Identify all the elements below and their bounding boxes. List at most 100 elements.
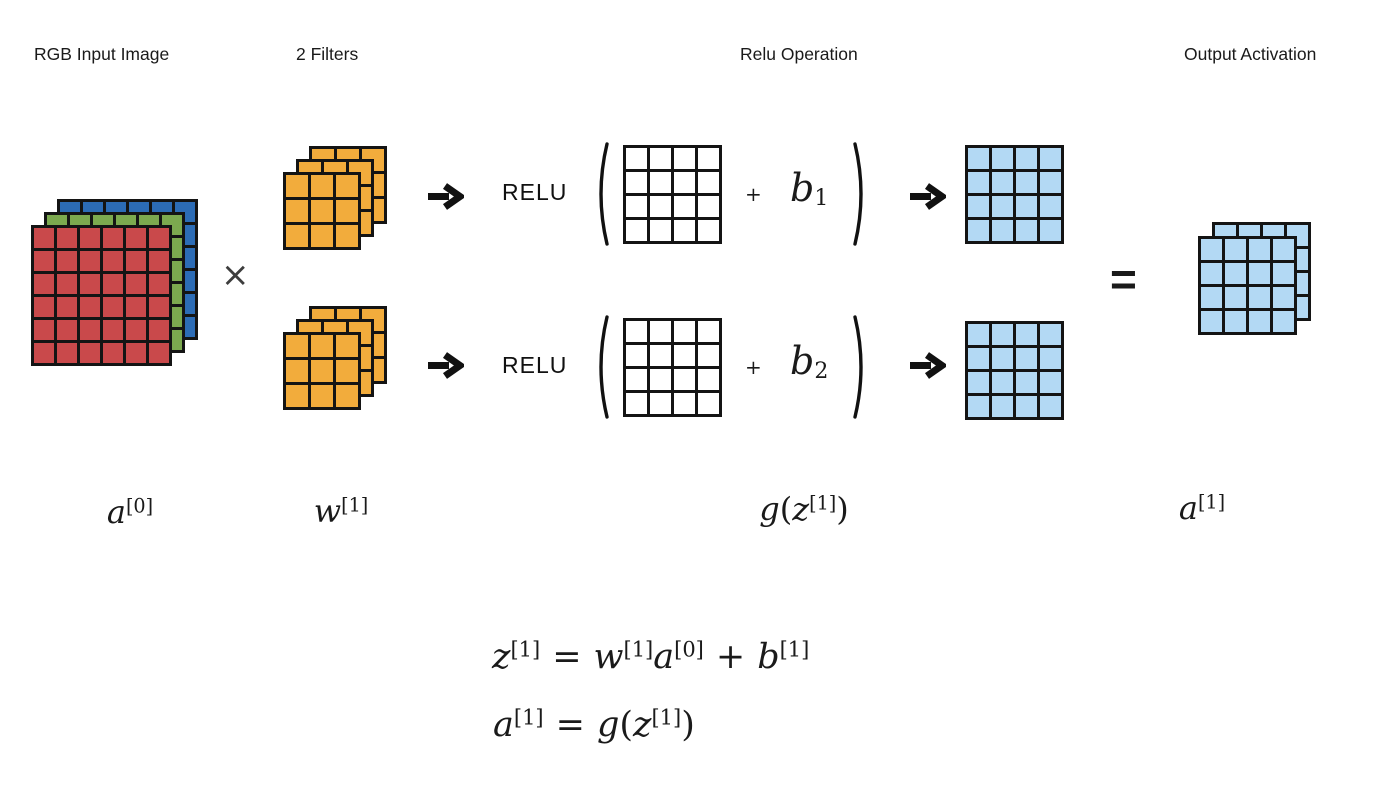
grid-cell: [968, 148, 989, 169]
grid-cell: [992, 396, 1013, 417]
grid-cell: [80, 251, 100, 271]
multiply-operator: ×: [221, 255, 250, 295]
grid-cell: [674, 393, 695, 414]
grid-cell: [1016, 324, 1037, 345]
rgb-input-image-stack: [31, 199, 198, 366]
math-var: z: [633, 705, 652, 745]
arrow-right-icon: [426, 352, 464, 379]
grid-cell: [698, 172, 719, 193]
filter-stack-1: [283, 146, 387, 250]
grid-cell: [57, 274, 77, 294]
grid-cell: [34, 251, 54, 271]
math-var: a: [653, 637, 675, 677]
plus-operator-1: +: [745, 182, 762, 206]
bias-label-2: b2: [790, 340, 829, 384]
grid-cell: [626, 196, 647, 217]
math-label-filters: w[1]: [313, 492, 369, 530]
grid-cell: [1201, 263, 1222, 284]
grid-cell: [311, 385, 333, 407]
grid-cell: [311, 225, 333, 247]
paren-close: ): [681, 705, 695, 745]
grid-cell: [149, 251, 169, 271]
relu-input-grid-1: [623, 145, 722, 244]
grid-layer: [283, 332, 361, 410]
math-sup: [1]: [510, 637, 541, 662]
equals-operator: =: [1110, 253, 1137, 305]
grid-cell: [1016, 148, 1037, 169]
grid-cell: [311, 200, 333, 222]
grid-cell: [1225, 287, 1246, 308]
grid-cell: [1225, 311, 1246, 332]
grid-cell: [968, 220, 989, 241]
grid-cell: [698, 345, 719, 366]
arrow-right-icon: [426, 183, 464, 210]
math-var: a: [493, 705, 514, 745]
grid-layer: [1198, 236, 1297, 335]
grid-cell: [126, 343, 146, 363]
grid-cell: [286, 225, 308, 247]
grid-cell: [1249, 287, 1270, 308]
grid-layer: [965, 321, 1064, 420]
grid-cell: [968, 324, 989, 345]
grid-cell: [968, 196, 989, 217]
relu-label-1: RELU: [502, 179, 568, 205]
grid-cell: [968, 172, 989, 193]
grid-layer: [623, 318, 722, 417]
grid-cell: [1040, 348, 1061, 369]
grid-cell: [626, 369, 647, 390]
math-var: w: [593, 637, 624, 677]
grid-cell: [650, 321, 671, 342]
relu-input-grid-2: [623, 318, 722, 417]
grid-cell: [992, 348, 1013, 369]
grid-cell: [103, 251, 123, 271]
grid-cell: [968, 348, 989, 369]
math-label-output: a[1]: [1179, 490, 1225, 526]
grid-layer: [965, 145, 1064, 244]
grid-cell: [674, 220, 695, 241]
grid-cell: [34, 320, 54, 340]
plus-sign: +: [715, 637, 746, 677]
paren-close-icon: [851, 141, 871, 247]
grid-cell: [286, 335, 308, 357]
grid-cell: [1040, 172, 1061, 193]
grid-cell: [103, 228, 123, 248]
math-var: g: [596, 705, 620, 745]
arrow-right-icon: [908, 352, 946, 379]
grid-cell: [992, 172, 1013, 193]
grid-layer: [31, 225, 172, 366]
column-header-output: Output Activation: [1184, 44, 1317, 64]
bias-label-1: b1: [790, 167, 828, 211]
grid-cell: [80, 320, 100, 340]
grid-cell: [1201, 239, 1222, 260]
grid-cell: [34, 228, 54, 248]
grid-cell: [336, 385, 358, 407]
math-sup: [1]: [651, 705, 682, 730]
grid-cell: [286, 385, 308, 407]
column-header-filters: 2 Filters: [296, 44, 359, 64]
equals-sign: =: [552, 637, 582, 677]
grid-cell: [992, 372, 1013, 393]
bias-subscript: 2: [814, 358, 829, 384]
grid-cell: [149, 320, 169, 340]
grid-cell: [336, 360, 358, 382]
grid-cell: [103, 274, 123, 294]
paren-open-icon: [591, 314, 611, 420]
grid-cell: [34, 297, 54, 317]
grid-cell: [126, 251, 146, 271]
column-header-relu: Relu Operation: [740, 44, 858, 64]
grid-cell: [336, 225, 358, 247]
grid-cell: [1201, 287, 1222, 308]
grid-cell: [626, 220, 647, 241]
grid-cell: [650, 220, 671, 241]
grid-cell: [34, 343, 54, 363]
grid-cell: [968, 396, 989, 417]
grid-cell: [698, 321, 719, 342]
paren-open: (: [779, 490, 793, 528]
grid-cell: [992, 148, 1013, 169]
math-var: w: [313, 492, 342, 530]
equals-sign: =: [555, 705, 585, 745]
grid-cell: [149, 228, 169, 248]
grid-cell: [626, 148, 647, 169]
grid-cell: [674, 196, 695, 217]
